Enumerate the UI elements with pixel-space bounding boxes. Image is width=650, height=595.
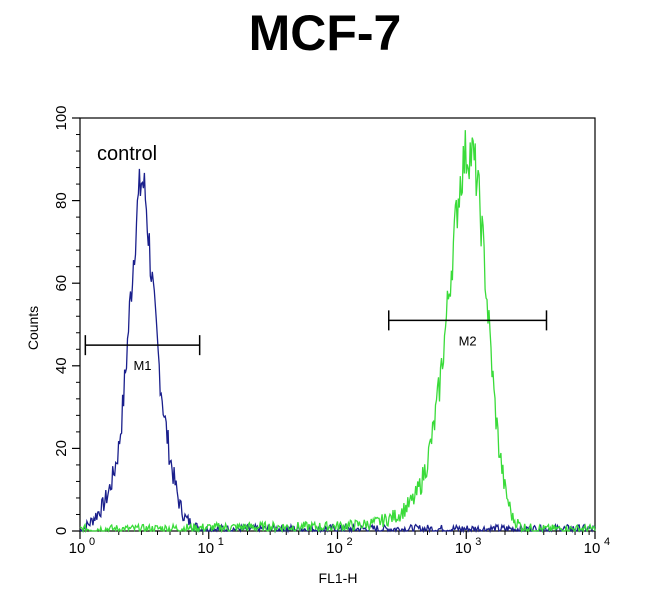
x-axis: 10 0 10 1 10 2 10 3 10 4 bbox=[69, 531, 610, 557]
x-tick-base: 10 bbox=[197, 540, 214, 557]
marker-m1: M1 bbox=[84, 335, 201, 373]
x-tick-base: 10 bbox=[455, 540, 472, 557]
y-axis: 0 20 40 60 80 100 bbox=[53, 105, 80, 535]
y-axis-title: Counts bbox=[25, 306, 41, 350]
marker-m2: M2 bbox=[387, 310, 548, 348]
y-tick-label: 100 bbox=[53, 105, 70, 130]
x-tick-exponent: 4 bbox=[604, 536, 610, 548]
x-tick-base: 10 bbox=[69, 540, 86, 557]
marker-layer: M1 M2 bbox=[84, 310, 548, 373]
x-tick-exponent: 2 bbox=[346, 536, 352, 548]
y-tick-label: 40 bbox=[53, 357, 70, 374]
series-line-2 bbox=[79, 130, 596, 534]
x-tick-exponent: 3 bbox=[475, 536, 481, 548]
series-layer bbox=[79, 130, 596, 534]
y-tick-label: 20 bbox=[53, 440, 70, 457]
chart-title: MCF-7 bbox=[248, 5, 402, 61]
x-tick-exponent: 0 bbox=[89, 536, 95, 548]
x-axis-title: FL1-H bbox=[319, 570, 358, 586]
x-tick-base: 10 bbox=[584, 540, 601, 557]
control-annotation: control bbox=[97, 143, 157, 165]
marker-label: M1 bbox=[133, 358, 151, 373]
y-tick-label: 0 bbox=[53, 527, 70, 535]
x-tick-label: 10 2 bbox=[326, 536, 352, 557]
x-tick-label: 10 4 bbox=[584, 536, 610, 557]
y-tick-label: 60 bbox=[53, 275, 70, 292]
marker-label: M2 bbox=[459, 333, 477, 348]
x-tick-exponent: 1 bbox=[218, 536, 224, 548]
y-tick-label: 80 bbox=[53, 192, 70, 209]
plot-frame bbox=[79, 117, 596, 532]
x-tick-base: 10 bbox=[326, 540, 343, 557]
x-tick-label: 10 1 bbox=[197, 536, 223, 557]
x-tick-label: 10 0 bbox=[69, 536, 95, 557]
x-tick-label: 10 3 bbox=[455, 536, 481, 557]
series-line-1 bbox=[79, 168, 596, 534]
